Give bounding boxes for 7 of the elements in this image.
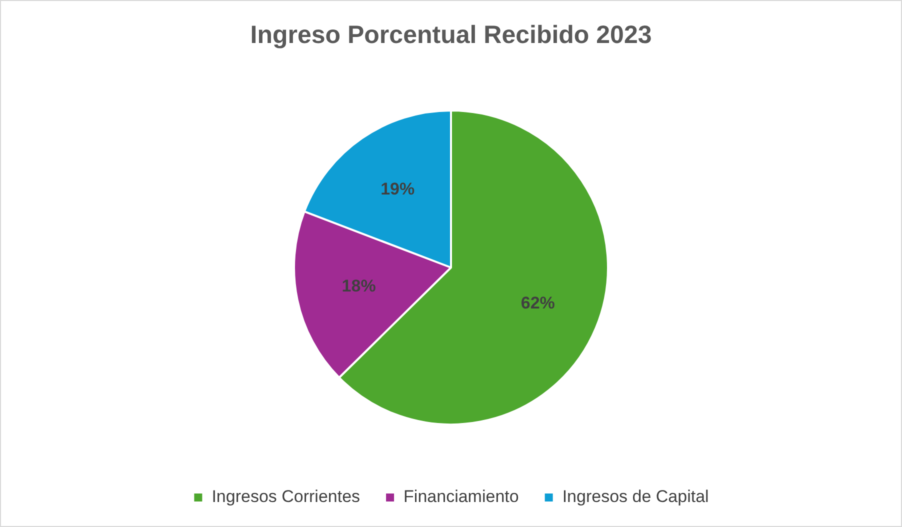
chart-title: Ingreso Porcentual Recibido 2023	[250, 20, 652, 49]
legend-label: Financiamiento	[404, 487, 519, 506]
data-label: 62%	[520, 294, 555, 313]
data-label: 18%	[342, 276, 376, 296]
legend-label: Ingresos de Capital	[562, 487, 709, 506]
data-label: 19%	[380, 180, 415, 199]
legend-label: Ingresos Corrientes	[212, 487, 360, 506]
